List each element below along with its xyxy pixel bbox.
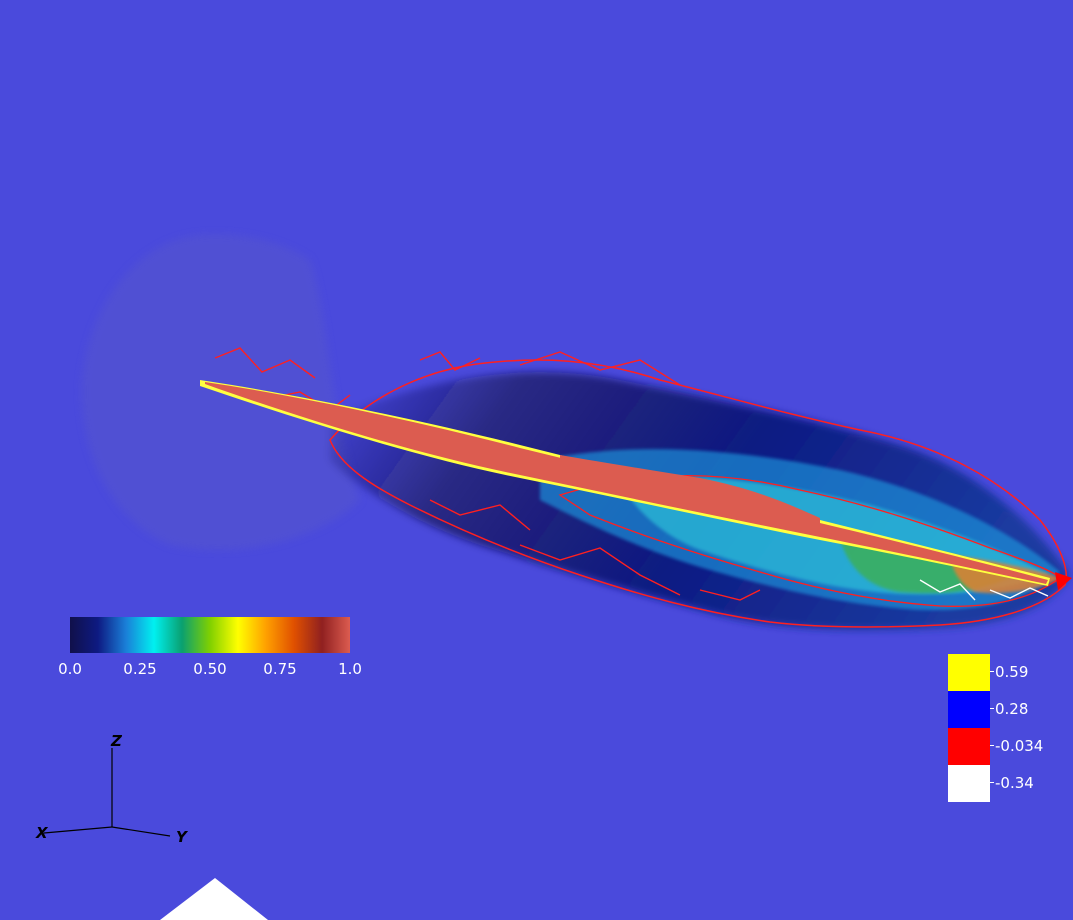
axis-label-z: Z: [111, 732, 122, 750]
contour-lower-fragments: [429, 499, 761, 601]
scalar-tick-label: 0.50: [193, 660, 227, 678]
axis-label-y: Y: [176, 828, 187, 846]
contour-swatch: [948, 654, 990, 691]
jet-core-bulge: [560, 455, 820, 535]
contour-label: 0.28: [995, 700, 1029, 718]
contour-swatch: [948, 691, 990, 728]
contour-tick: [990, 745, 994, 746]
contour-label: 0.59: [995, 663, 1029, 681]
contour-label: -0.034: [995, 737, 1044, 755]
contour-tick: [990, 782, 994, 783]
scalar-tick-label: 0.0: [58, 660, 82, 678]
contour-tick: [990, 671, 994, 672]
scalar-tick-label: 0.75: [263, 660, 297, 678]
orientation-axes: Z X Y: [30, 730, 200, 850]
contour-legend-row: 0.28: [948, 691, 1058, 728]
white-shape-fragment: [160, 878, 268, 920]
axes-lines: [43, 748, 171, 837]
contour-outer: [329, 359, 1067, 628]
contour-legend-row: 0.59: [948, 654, 1058, 691]
contour-legend: 0.59 0.28 -0.034 -0.34: [948, 654, 1058, 804]
contour-legend-row: -0.034: [948, 728, 1058, 765]
contour-legend-row: -0.34: [948, 765, 1058, 802]
scalar-tick-label: 1.0: [338, 660, 362, 678]
contour-white-fragments: [919, 579, 1049, 601]
contour-label: -0.34: [995, 774, 1034, 792]
scalar-tick-label: 0.25: [123, 660, 157, 678]
scalar-bar-labels: 0.0 0.25 0.50 0.75 1.0: [45, 660, 375, 682]
contour-swatch: [948, 765, 990, 802]
scalar-bar: [70, 617, 350, 653]
nozzle-tip: [1055, 572, 1072, 590]
axis-label-x: X: [36, 824, 48, 842]
contour-swatch: [948, 728, 990, 765]
contour-tick: [990, 708, 994, 709]
